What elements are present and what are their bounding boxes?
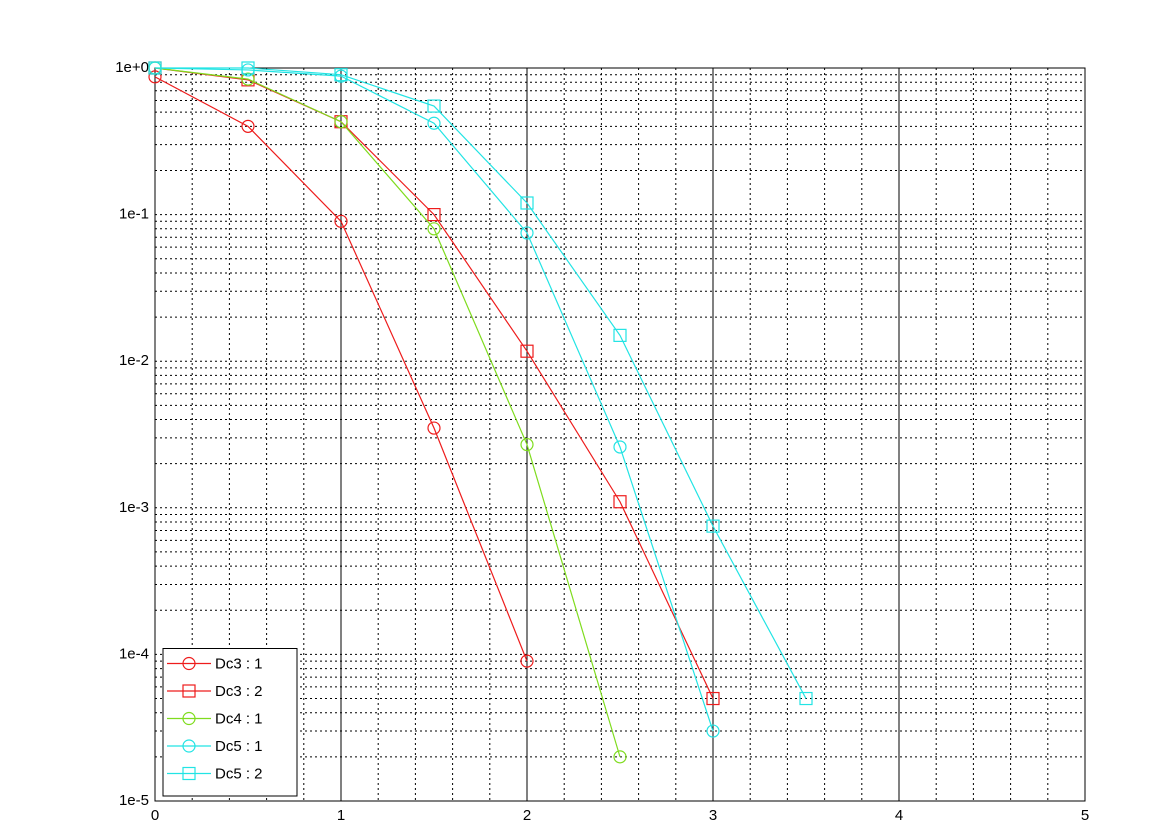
series-line: [154, 67, 621, 758]
marker: [520, 437, 534, 452]
y-tick-label: 1e-5: [119, 792, 149, 809]
marker: [241, 61, 255, 75]
series-line: [154, 67, 714, 699]
legend-marker: [182, 684, 196, 698]
legend-marker: [182, 656, 196, 671]
marker: [427, 421, 441, 435]
marker: [520, 226, 534, 240]
legend-marker: [182, 711, 196, 726]
legend-marker: [182, 739, 196, 753]
marker: [613, 440, 627, 454]
marker: [706, 724, 720, 738]
x-tick-label: 2: [523, 807, 531, 824]
y-tick-label: 1e-2: [119, 352, 149, 369]
marker: [706, 519, 720, 533]
series-line: [155, 67, 807, 699]
x-tick-label: 1: [337, 807, 345, 824]
legend-label: Dc5 : 1: [215, 738, 263, 755]
marker: [706, 691, 720, 706]
marker: [148, 70, 162, 84]
marker: [334, 214, 348, 228]
marker: [148, 61, 162, 75]
marker: [613, 750, 627, 764]
legend-label: Dc3 : 2: [215, 683, 263, 700]
legend-label: Dc4 : 1: [215, 710, 263, 727]
x-tick-label: 5: [1081, 807, 1089, 824]
legend: Dc3 : 1 Dc3 : 2 Dc4 : 1 Dc5 : 1 Dc5 : 2: [162, 648, 298, 797]
marker: [427, 116, 441, 130]
x-tick-label: 3: [709, 807, 717, 824]
marker: [613, 495, 627, 509]
marker: [427, 222, 441, 236]
marker: [241, 119, 255, 133]
marker: [334, 68, 348, 82]
plot-frame: [154, 67, 1086, 802]
legend-label: Dc3 : 1: [215, 655, 263, 672]
x-tick-label: 4: [895, 807, 903, 824]
marker: [799, 691, 813, 706]
series-line: [154, 67, 714, 732]
marker: [520, 654, 534, 668]
marker: [613, 328, 627, 342]
y-tick-label: 1e-3: [119, 499, 149, 516]
x-tick-label: 0: [151, 807, 159, 824]
marker: [520, 196, 534, 210]
legend-marker: [182, 766, 196, 781]
marker: [427, 208, 441, 222]
marker: [520, 344, 534, 358]
marker: [427, 99, 441, 113]
y-tick-label: 1e-4: [119, 645, 149, 662]
legend-label: Dc5 : 2: [215, 765, 263, 782]
marker: [334, 115, 348, 129]
legend-box: [162, 648, 298, 797]
marker: [241, 72, 255, 86]
y-tick-label: 1e+0: [115, 59, 149, 76]
y-tick-label: 1e-1: [119, 206, 149, 223]
series-line: [154, 76, 528, 662]
